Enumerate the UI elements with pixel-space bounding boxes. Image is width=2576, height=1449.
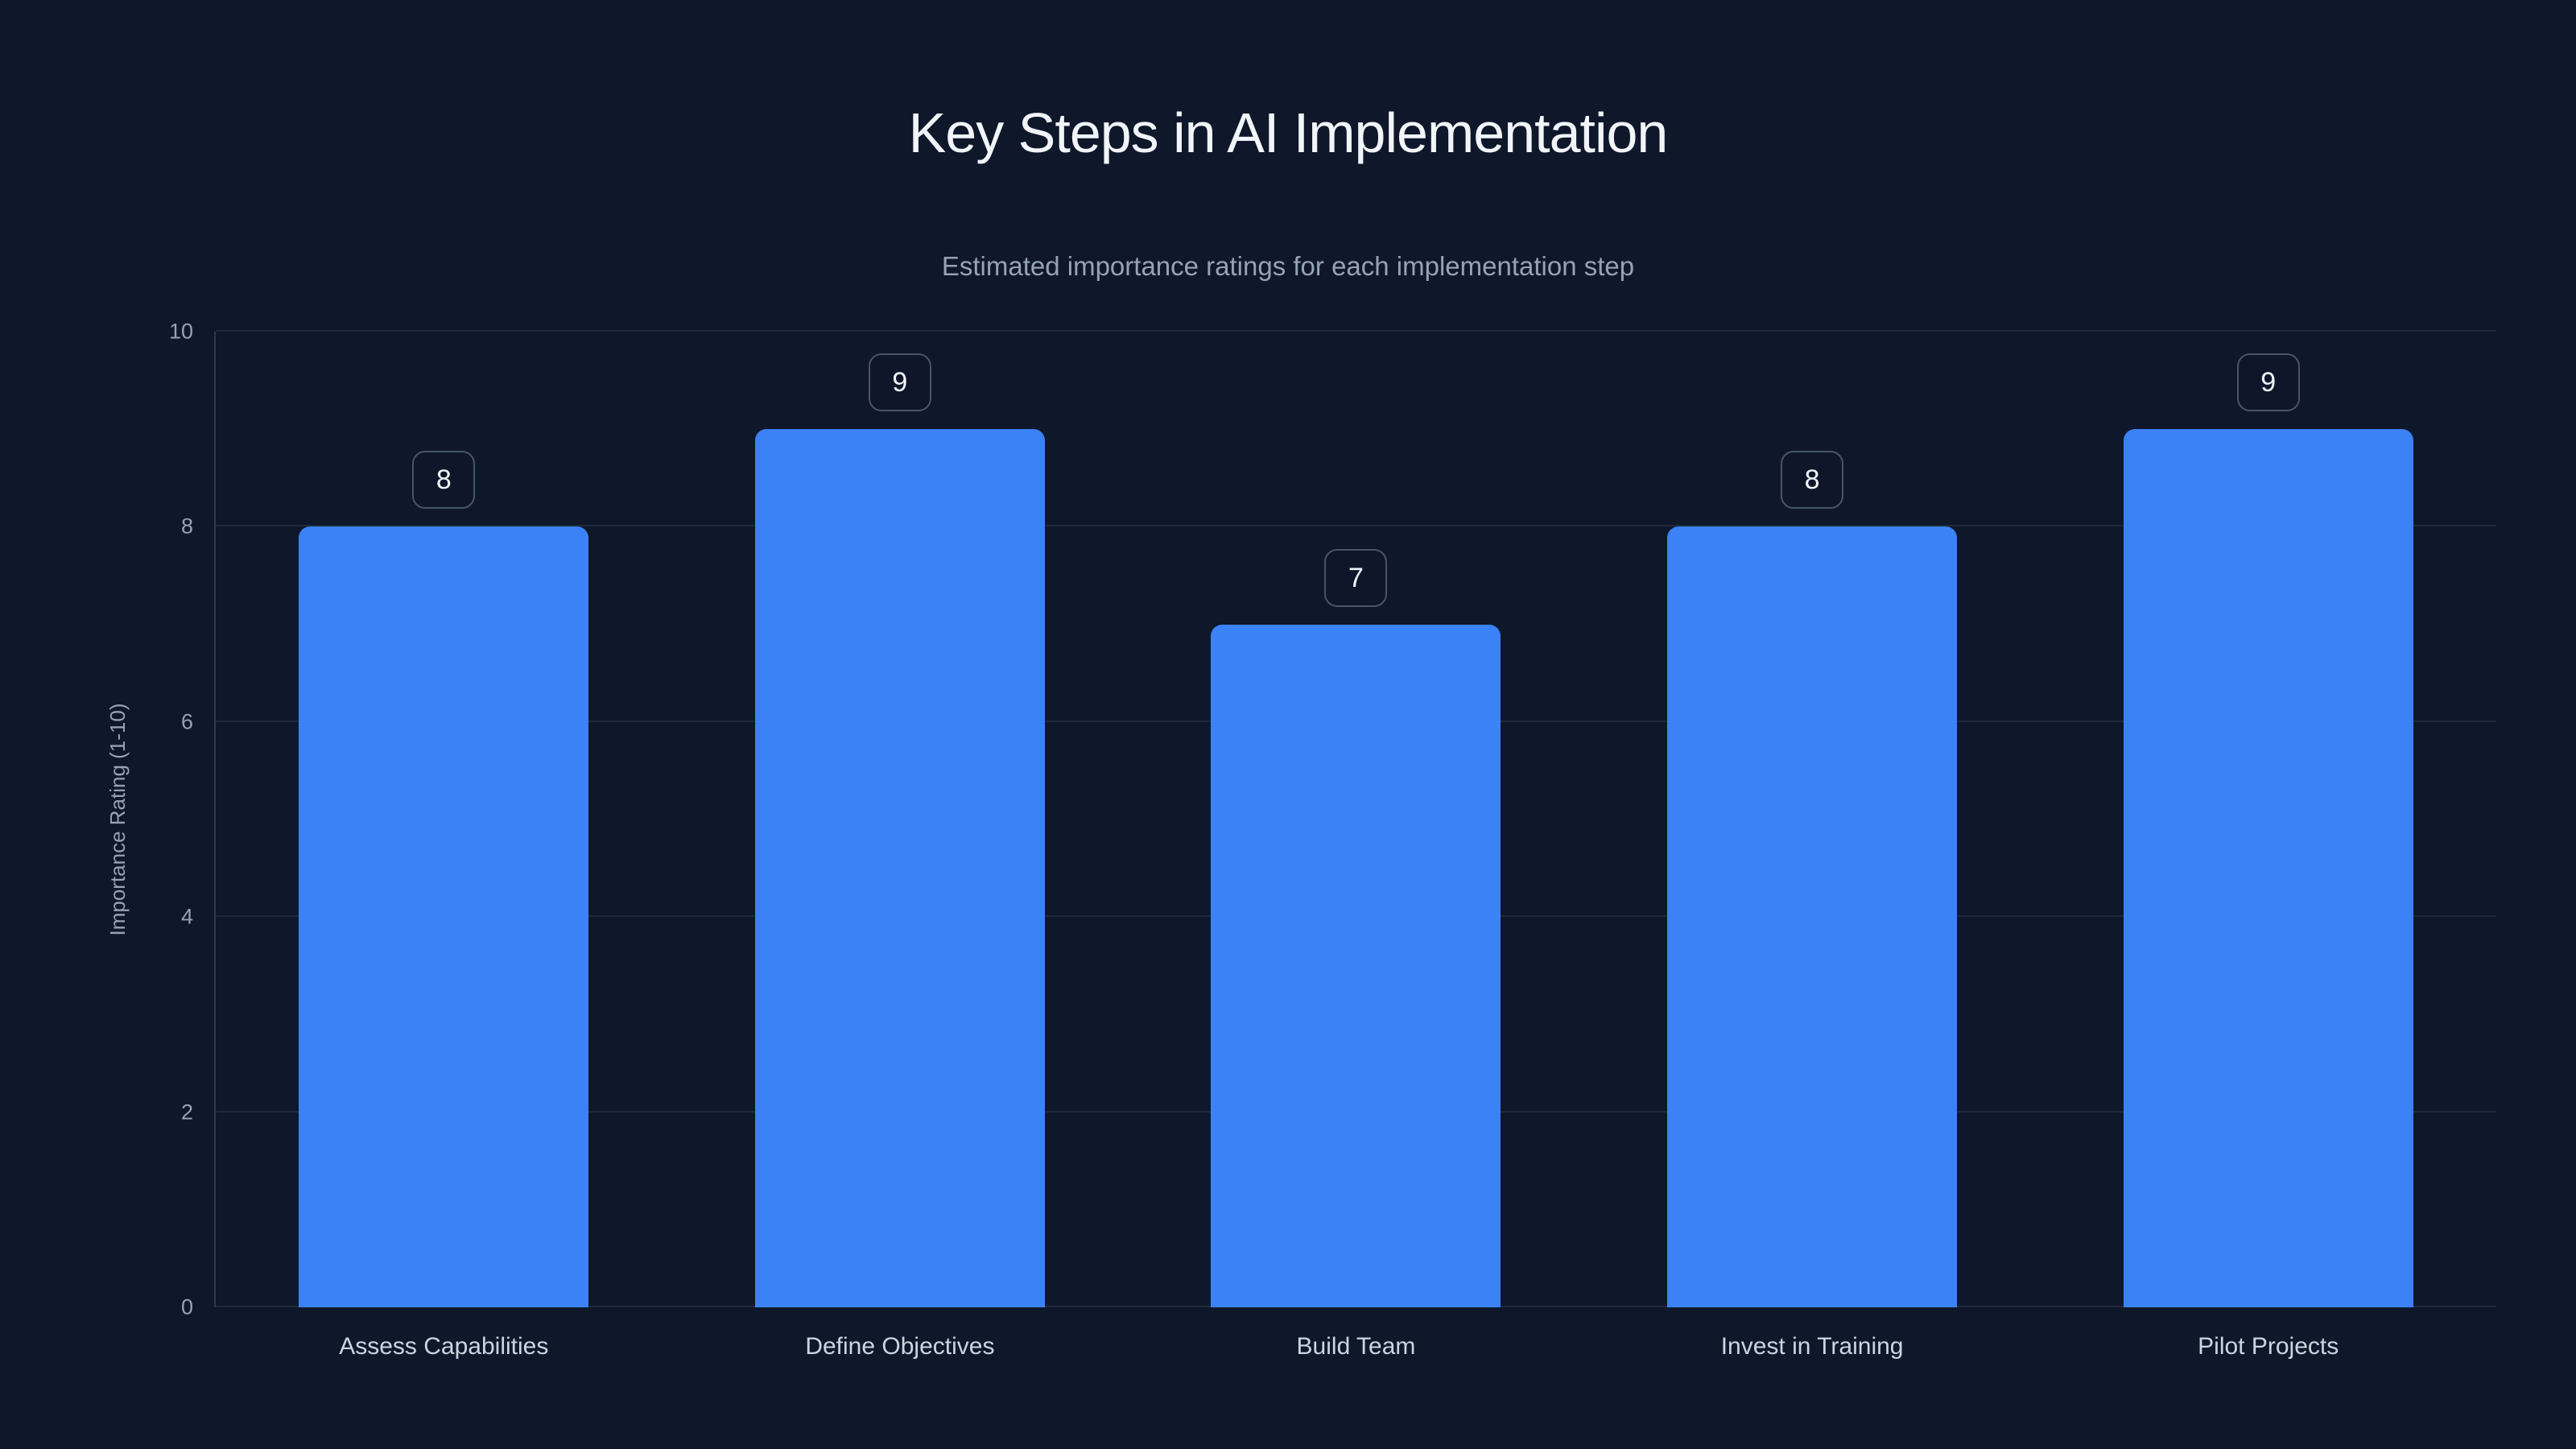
gridline-y-10 <box>216 330 2496 332</box>
bar-value-badge: 8 <box>1781 451 1844 510</box>
bar-value-badge: 8 <box>412 451 476 510</box>
bar-value-badge: 9 <box>2236 353 2300 412</box>
bar-slot: 9 Define Objectives <box>672 332 1129 1359</box>
x-axis-label: Assess Capabilities <box>339 1333 549 1360</box>
y-tick-label-8: 8 <box>180 514 193 539</box>
y-tick-label-2: 2 <box>180 1100 193 1125</box>
bar-slot: 8 Invest in Training <box>1584 332 2041 1359</box>
gridline-y-8 <box>216 525 2496 527</box>
bar-slot: 9 Pilot Projects <box>2040 332 2496 1359</box>
y-tick-label-4: 4 <box>180 904 193 929</box>
y-tick-label-10: 10 <box>168 319 193 344</box>
bar-value-badge: 9 <box>868 353 931 412</box>
x-axis-label: Invest in Training <box>1720 1333 1904 1360</box>
x-axis-label: Pilot Projects <box>2198 1333 2339 1360</box>
chart-title: Key Steps in AI Implementation <box>908 101 1669 164</box>
bar-assess-capabilities <box>299 526 589 1307</box>
bar-invest-in-training <box>1667 526 1958 1307</box>
bar-slot: 7 Build Team <box>1128 332 1584 1359</box>
y-axis-title: Importance Rating (1-10) <box>105 703 130 936</box>
bar-value-badge: 7 <box>1324 548 1388 607</box>
x-axis-label: Define Objectives <box>805 1333 995 1360</box>
bar-pilot-projects <box>2123 429 2413 1307</box>
bar-build-team <box>1211 624 1501 1307</box>
y-axis-line <box>214 332 216 1307</box>
bar-define-objectives <box>754 429 1045 1307</box>
bar-slot: 8 Assess Capabilities <box>216 332 672 1359</box>
x-axis-label: Build Team <box>1296 1333 1416 1360</box>
y-tick-label-6: 6 <box>180 709 193 734</box>
plot-area: Importance Rating (1-10) 0 2 4 6 8 10 8 Assess … <box>105 320 2496 1359</box>
y-tick-label-0: 0 <box>180 1294 193 1319</box>
chart-subtitle: Estimated importance ratings for each im… <box>941 251 1635 281</box>
